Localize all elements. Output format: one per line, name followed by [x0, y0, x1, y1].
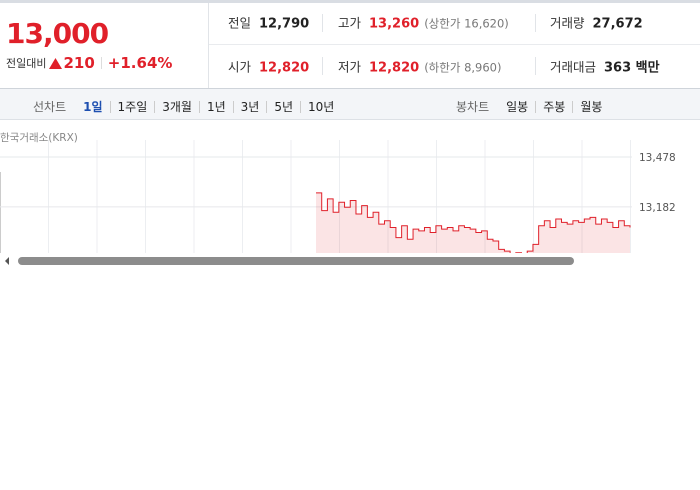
stat-cell: 거래대금 363 백만: [550, 57, 660, 76]
divider: [208, 3, 209, 88]
period-tab[interactable]: 1년: [198, 100, 233, 113]
divider: [209, 44, 700, 45]
tab-group-label: 봉차트: [456, 100, 490, 114]
y-tick-label: 12,885: [639, 252, 676, 253]
scrollbar-graphic: [5, 257, 574, 265]
divider: [535, 14, 536, 32]
tab-group-label: 선차트: [33, 100, 67, 114]
period-tab[interactable]: 3년: [232, 100, 267, 113]
up-triangle: [49, 57, 63, 69]
period-tab[interactable]: 3개월: [154, 100, 199, 113]
divider: [535, 57, 536, 75]
divider: [322, 57, 323, 75]
scroll-thumb[interactable]: [18, 257, 574, 265]
y-tick-label: 13,478: [639, 152, 676, 164]
stat-value: 12,790: [259, 16, 310, 32]
stat-cell: 전일 12,790: [228, 13, 309, 32]
change: 210: [63, 54, 95, 72]
stat-cell: 저가 12,820 (하한가 8,960): [338, 57, 501, 76]
source: 한국거래소(KRX): [0, 132, 78, 144]
candle-tabs: 봉차트 일봉 주봉 월봉: [456, 98, 609, 115]
stat-value: 12,820: [259, 60, 310, 76]
stat-cell: 시가 12,820: [228, 57, 309, 76]
stat-cell: 고가 13,260 (상한가 16,620): [338, 13, 509, 32]
change-pct: +1.64%: [107, 54, 173, 72]
stat-value: 12,820: [369, 60, 420, 76]
period-tab[interactable]: 1주일: [109, 100, 155, 113]
candle-tab[interactable]: 월봉: [572, 100, 609, 113]
stat-label: 시가: [228, 59, 252, 75]
scroll-left-arrow[interactable]: [5, 257, 9, 265]
stat-label: 고가: [338, 15, 362, 31]
stat-value: 13,260: [369, 16, 420, 32]
top-border: [0, 0, 700, 3]
change-row: 전일대비 210 +1.64%: [6, 54, 172, 72]
stat-note: (상한가 16,620): [424, 16, 509, 31]
period-tab[interactable]: 5년: [266, 100, 300, 113]
stat-cell: 거래량 27,672: [550, 13, 643, 32]
tab-bar: 선차트 1일 1주일 3개월 1년 3년 5년 10년 봉차트 일봉 주봉 월봉: [0, 89, 700, 120]
stat-label: 거래량: [550, 15, 585, 31]
candle-tab[interactable]: 주봉: [535, 100, 572, 113]
stat-label: 거래대금: [550, 59, 597, 75]
change-label: 전일대비: [6, 57, 47, 70]
divider: [100, 57, 102, 69]
price-line: [316, 192, 631, 253]
stat-value: 27,672: [592, 16, 643, 32]
price: 13,000: [6, 17, 109, 50]
scrollbar[interactable]: [0, 253, 700, 268]
divider: [0, 88, 700, 89]
candle-tab[interactable]: 일봉: [506, 99, 529, 114]
line-tabs: 선차트 1일 1주일 3개월 1년 3년 5년 10년: [33, 98, 341, 115]
area: [316, 192, 630, 253]
divider: [322, 14, 323, 32]
stat-label: 저가: [338, 59, 362, 75]
y-tick-label: 13,182: [639, 202, 676, 214]
stat-note: (하한가 8,960): [424, 60, 502, 75]
stat-label: 전일: [228, 15, 252, 31]
period-tab[interactable]: 1일: [83, 99, 103, 114]
period-tab[interactable]: 10년: [300, 100, 341, 113]
stat-value: 363 백만: [604, 60, 660, 76]
chart: 13,478 13,182 12,885: [0, 140, 676, 253]
up-icon: [49, 57, 63, 69]
